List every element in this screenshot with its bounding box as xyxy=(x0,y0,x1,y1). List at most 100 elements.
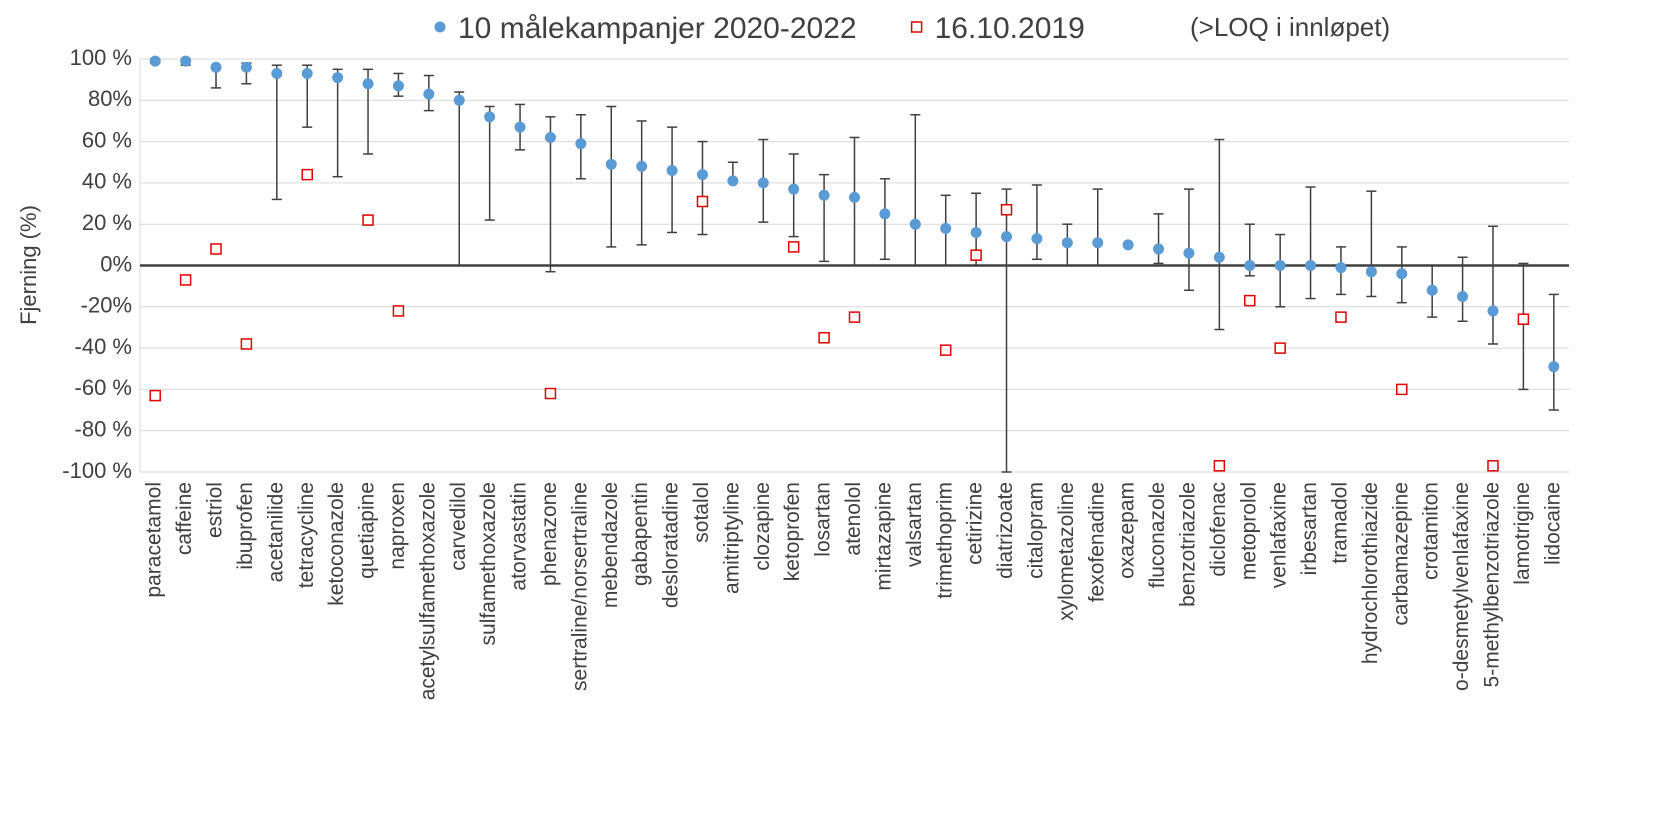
dot xyxy=(1457,290,1469,302)
x-tick-label: amitriptyline xyxy=(720,482,743,594)
x-tick-label: tramadol xyxy=(1329,482,1352,564)
x-tick-label: ketoprofen xyxy=(781,482,804,581)
error-bar xyxy=(636,120,647,246)
dot xyxy=(940,222,952,234)
y-tick-label: 0% xyxy=(100,251,132,276)
x-tick-label: fluconazole xyxy=(1146,482,1169,588)
error-bar xyxy=(819,173,830,263)
dot xyxy=(1244,260,1256,271)
x-tick-label: carbamazepine xyxy=(1389,482,1412,626)
dot xyxy=(575,138,587,150)
error-bar xyxy=(606,105,617,248)
dot xyxy=(1183,247,1195,259)
square-marker xyxy=(848,311,861,323)
square-marker xyxy=(179,274,192,286)
x-tick-label: mirtazapine xyxy=(872,482,895,591)
x-tick-label: losartan xyxy=(812,482,835,557)
x-tick-label: venlafaxine xyxy=(1268,482,1291,588)
square-marker xyxy=(1396,383,1408,396)
square-marker xyxy=(210,243,222,255)
square-marker xyxy=(939,344,952,356)
dot xyxy=(818,189,830,201)
dot xyxy=(605,158,617,170)
x-tick-label: estriol xyxy=(204,482,227,538)
dot xyxy=(271,67,283,79)
y-tick-label: 20 % xyxy=(82,210,132,235)
annotation: (>LOQ i innløpet) xyxy=(1190,12,1390,42)
square-marker xyxy=(392,305,405,317)
dot xyxy=(788,183,800,195)
dot xyxy=(727,175,739,187)
error-bar xyxy=(788,153,799,238)
square-marker xyxy=(301,168,313,181)
dot xyxy=(149,55,161,67)
y-tick-label: -20% xyxy=(81,293,132,318)
dot xyxy=(1548,361,1560,373)
square-marker xyxy=(1335,311,1347,323)
square-marker xyxy=(1213,460,1226,472)
x-tick-label: mebendazole xyxy=(599,482,622,608)
x-tick-label: benzotriazole xyxy=(1176,482,1199,607)
dot xyxy=(696,169,708,181)
x-tick-label: sertraline/norsertraline xyxy=(568,482,591,691)
y-axis-label: Fjerning (%) xyxy=(16,205,41,325)
x-tick-label: gabapentin xyxy=(629,482,652,586)
y-tick-label: 100 % xyxy=(70,45,132,70)
x-tick-label: crotamiton xyxy=(1420,482,1443,580)
x-tick-label: naproxen xyxy=(386,482,409,570)
square-marker xyxy=(1517,313,1530,325)
y-tick-label: 80% xyxy=(88,86,132,111)
error-bar xyxy=(1305,186,1316,300)
square-marker xyxy=(1274,342,1286,354)
y-tick-label: -100 % xyxy=(62,458,132,483)
error-bar xyxy=(667,126,678,234)
dot xyxy=(879,208,891,220)
dot xyxy=(636,160,648,172)
dot xyxy=(180,55,192,67)
dot xyxy=(514,121,526,133)
square-marker xyxy=(696,195,709,208)
y-tick-label: 60 % xyxy=(82,127,132,152)
dot xyxy=(1153,243,1165,255)
x-tick-label: hydrochlorothiazide xyxy=(1359,482,1382,664)
square-marker xyxy=(544,387,557,400)
square-marker xyxy=(1487,460,1499,472)
x-tick-label: atorvastatin xyxy=(508,482,531,591)
legend-label: 16.10.2019 xyxy=(935,12,1085,45)
error-bar xyxy=(1366,190,1377,298)
x-tick-label: o-desmetylvenlafaxine xyxy=(1450,482,1473,691)
dot xyxy=(1001,231,1013,243)
legend-marker xyxy=(434,21,446,33)
dot xyxy=(1396,268,1408,280)
dot xyxy=(544,131,556,143)
square-marker xyxy=(818,332,830,344)
dot xyxy=(1365,266,1377,278)
x-tick-label: xylometazoline xyxy=(1055,482,1078,621)
square-marker xyxy=(787,241,800,253)
x-tick-label: citalopram xyxy=(1024,482,1047,579)
error-bar xyxy=(271,64,282,201)
dot xyxy=(423,88,435,100)
y-tick-label: -60 % xyxy=(75,375,132,400)
error-bar xyxy=(454,91,465,267)
error-bar xyxy=(332,68,343,178)
dot xyxy=(240,61,252,73)
error-bar xyxy=(1548,293,1559,411)
dot xyxy=(970,226,982,238)
error-bar xyxy=(1487,225,1498,345)
x-tick-label: valsartan xyxy=(903,482,926,567)
x-tick-label: clozapine xyxy=(751,482,774,571)
dot xyxy=(849,191,860,203)
dot xyxy=(1061,237,1073,249)
square-marker xyxy=(970,249,982,261)
square-marker xyxy=(240,338,253,350)
x-tick-label: ibuprofen xyxy=(234,482,257,570)
error-bar xyxy=(1153,213,1164,265)
square-marker xyxy=(1000,203,1013,216)
dot xyxy=(453,94,465,106)
error-bar xyxy=(1214,138,1225,331)
dot xyxy=(1487,305,1499,317)
x-tick-label: quetiapine xyxy=(356,482,379,579)
dot xyxy=(332,72,344,84)
